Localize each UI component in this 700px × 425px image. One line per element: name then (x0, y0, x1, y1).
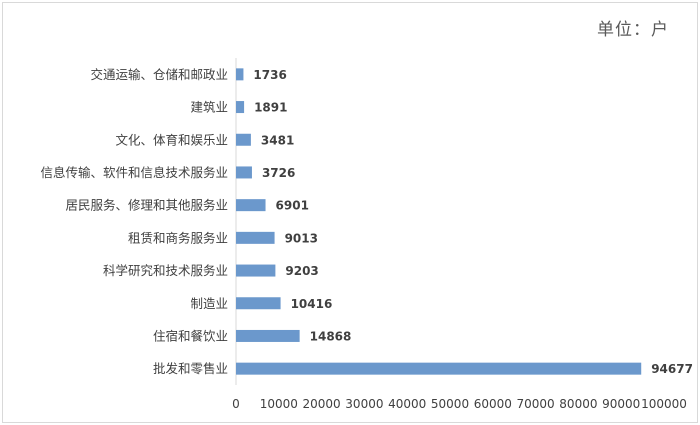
data-label: 1736 (253, 68, 286, 82)
x-tick-label: 70000 (517, 397, 555, 411)
category-label: 交通运输、仓储和邮政业 (90, 67, 228, 82)
data-label: 94677 (651, 362, 693, 376)
bar (236, 101, 245, 114)
data-label: 1891 (254, 101, 287, 115)
bar (236, 297, 281, 310)
x-tick-label: 10000 (260, 397, 298, 411)
bar (236, 68, 244, 81)
bar (236, 133, 251, 146)
data-label: 3481 (261, 133, 294, 147)
category-label: 制造业 (190, 296, 228, 311)
x-tick-label: 80000 (559, 397, 597, 411)
category-label: 文化、体育和娱乐业 (115, 132, 228, 147)
category-label: 批发和零售业 (153, 361, 228, 376)
category-label: 租赁和商务服务业 (128, 230, 228, 245)
x-tick-label: 40000 (388, 397, 426, 411)
bar (236, 166, 252, 179)
data-label: 14868 (310, 329, 352, 343)
x-tick-label: 90000 (602, 397, 640, 411)
x-tick-label: 60000 (474, 397, 512, 411)
x-tick-label: 100000 (641, 397, 687, 411)
data-label: 10416 (291, 297, 333, 311)
bar (236, 362, 642, 375)
bar (236, 264, 276, 277)
unit-label: 单位：户 (597, 20, 669, 40)
data-label: 9203 (285, 264, 318, 278)
data-label: 9013 (285, 231, 318, 245)
x-tick-label: 20000 (303, 397, 341, 411)
data-label: 3726 (262, 166, 295, 180)
x-tick-label: 30000 (345, 397, 383, 411)
category-label: 信息传输、软件和信息技术服务业 (40, 165, 228, 180)
bar (236, 231, 275, 244)
x-tick-label: 0 (232, 397, 240, 411)
category-label: 住宿和餐饮业 (153, 328, 228, 343)
category-label: 居民服务、修理和其他服务业 (65, 198, 228, 213)
bar (236, 199, 266, 212)
category-label: 科学研究和技术服务业 (103, 263, 228, 278)
x-tick-label: 50000 (431, 397, 469, 411)
data-label: 6901 (276, 199, 309, 213)
category-label: 建筑业 (190, 100, 228, 115)
bar (236, 329, 300, 342)
